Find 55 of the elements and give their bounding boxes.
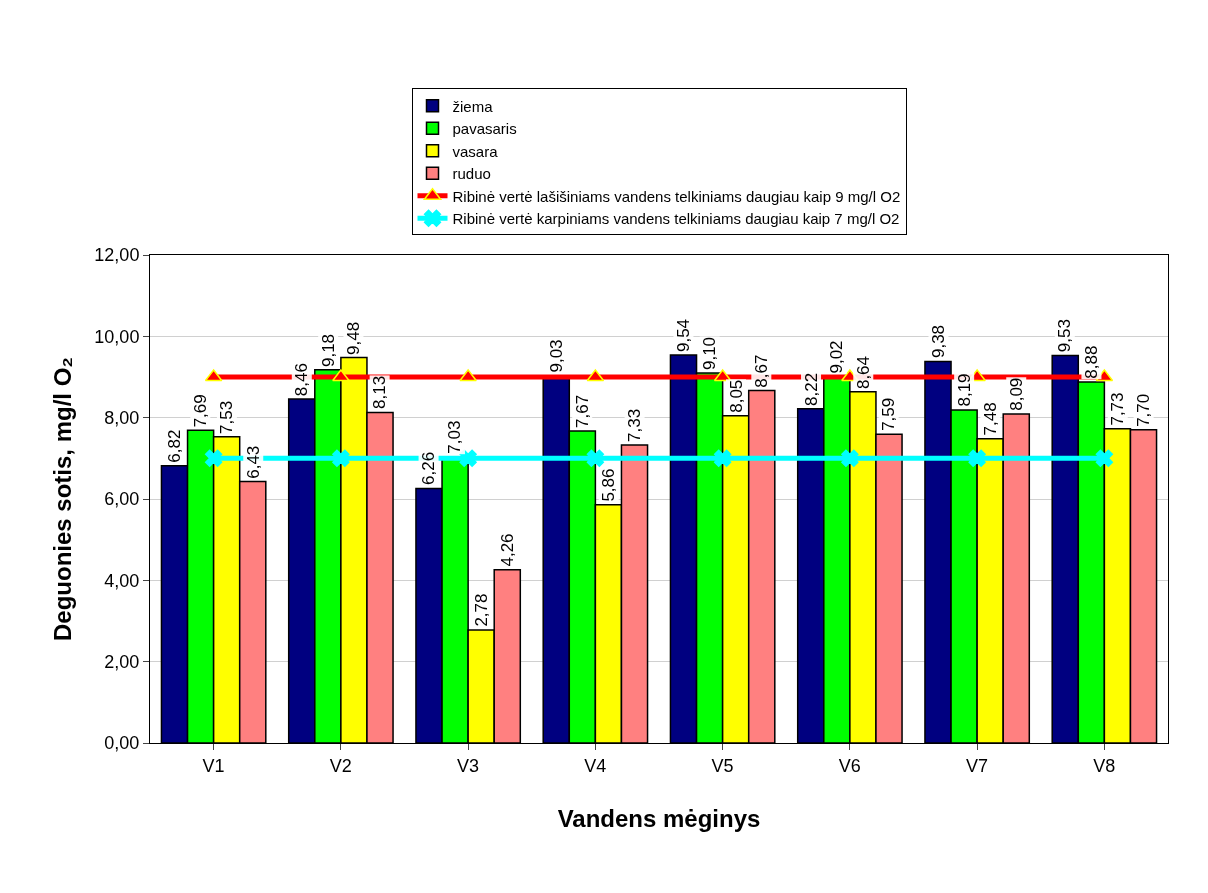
x-tick-label: V3 [457, 755, 480, 776]
x-tick-label: V4 [584, 755, 607, 776]
y-axis-title: Deguonies sotis, mg/l O₂ [49, 356, 77, 642]
data-label: 9,02 [827, 340, 847, 374]
data-label: 8,13 [370, 375, 390, 409]
data-label: 7,59 [879, 397, 899, 431]
y-tick-label: 4,00 [104, 570, 140, 591]
data-label: 9,18 [318, 333, 338, 368]
data-label: 2,78 [471, 593, 491, 627]
x-tick-label: V8 [1093, 755, 1116, 776]
data-label: 7,70 [1134, 393, 1154, 427]
data-label: 8,22 [801, 372, 821, 406]
data-label: 7,33 [625, 408, 645, 442]
data-label: 9,54 [673, 318, 693, 353]
data-label: 7,53 [217, 400, 237, 434]
x-tick-label: V7 [966, 755, 989, 776]
data-label: 9,53 [1055, 319, 1075, 353]
data-label: 9,10 [700, 336, 720, 371]
data-label: 7,69 [190, 394, 210, 428]
data-label: 5,86 [599, 468, 619, 502]
legend-label: ruduo [452, 165, 491, 183]
legend-label: Ribinė vertė karpiniams vandens telkiniams daugiau kaip 7 mg/l O2 [452, 210, 900, 228]
y-tick-label: 6,00 [104, 489, 140, 510]
data-label: 8,46 [292, 363, 312, 397]
y-tick-label: 2,00 [104, 651, 140, 672]
data-label: 6,43 [243, 445, 263, 479]
data-label: 8,09 [1006, 377, 1026, 411]
x-tick-label: V6 [838, 755, 861, 776]
data-label: 9,03 [546, 339, 566, 373]
legend-label: Ribinė vertė lašišiniams vandens telkiniams daugiau kaip 9 mg/l O2 [452, 187, 901, 205]
data-label: 8,05 [726, 379, 746, 413]
x-tick-label: V1 [202, 755, 225, 776]
legend-label: vasara [452, 142, 499, 160]
data-label: 6,82 [165, 429, 185, 463]
data-label: 8,88 [1081, 345, 1101, 379]
data-label: 7,67 [572, 394, 592, 428]
y-tick-label: 10,00 [94, 326, 140, 347]
data-label: 7,73 [1108, 392, 1128, 426]
data-label: 8,19 [954, 373, 974, 407]
data-label: 8,64 [853, 355, 873, 390]
legend-label: žiema [452, 97, 494, 115]
data-label: 4,26 [497, 533, 517, 567]
x-axis-title: Vandens mėginys [557, 804, 761, 832]
data-label: 9,38 [928, 324, 948, 359]
data-label: 8,67 [751, 354, 771, 388]
data-label: 7,03 [445, 420, 465, 454]
y-tick-label: 12,00 [94, 245, 140, 266]
data-label: 7,48 [980, 402, 1000, 436]
y-tick-label: 0,00 [104, 733, 140, 754]
data-label: 9,48 [343, 321, 363, 355]
data-label: 6,26 [419, 451, 439, 485]
legend-label: pavasaris [452, 120, 517, 138]
x-tick-label: V2 [329, 755, 352, 776]
x-tick-label: V5 [711, 755, 734, 776]
y-tick-label: 8,00 [104, 407, 140, 428]
